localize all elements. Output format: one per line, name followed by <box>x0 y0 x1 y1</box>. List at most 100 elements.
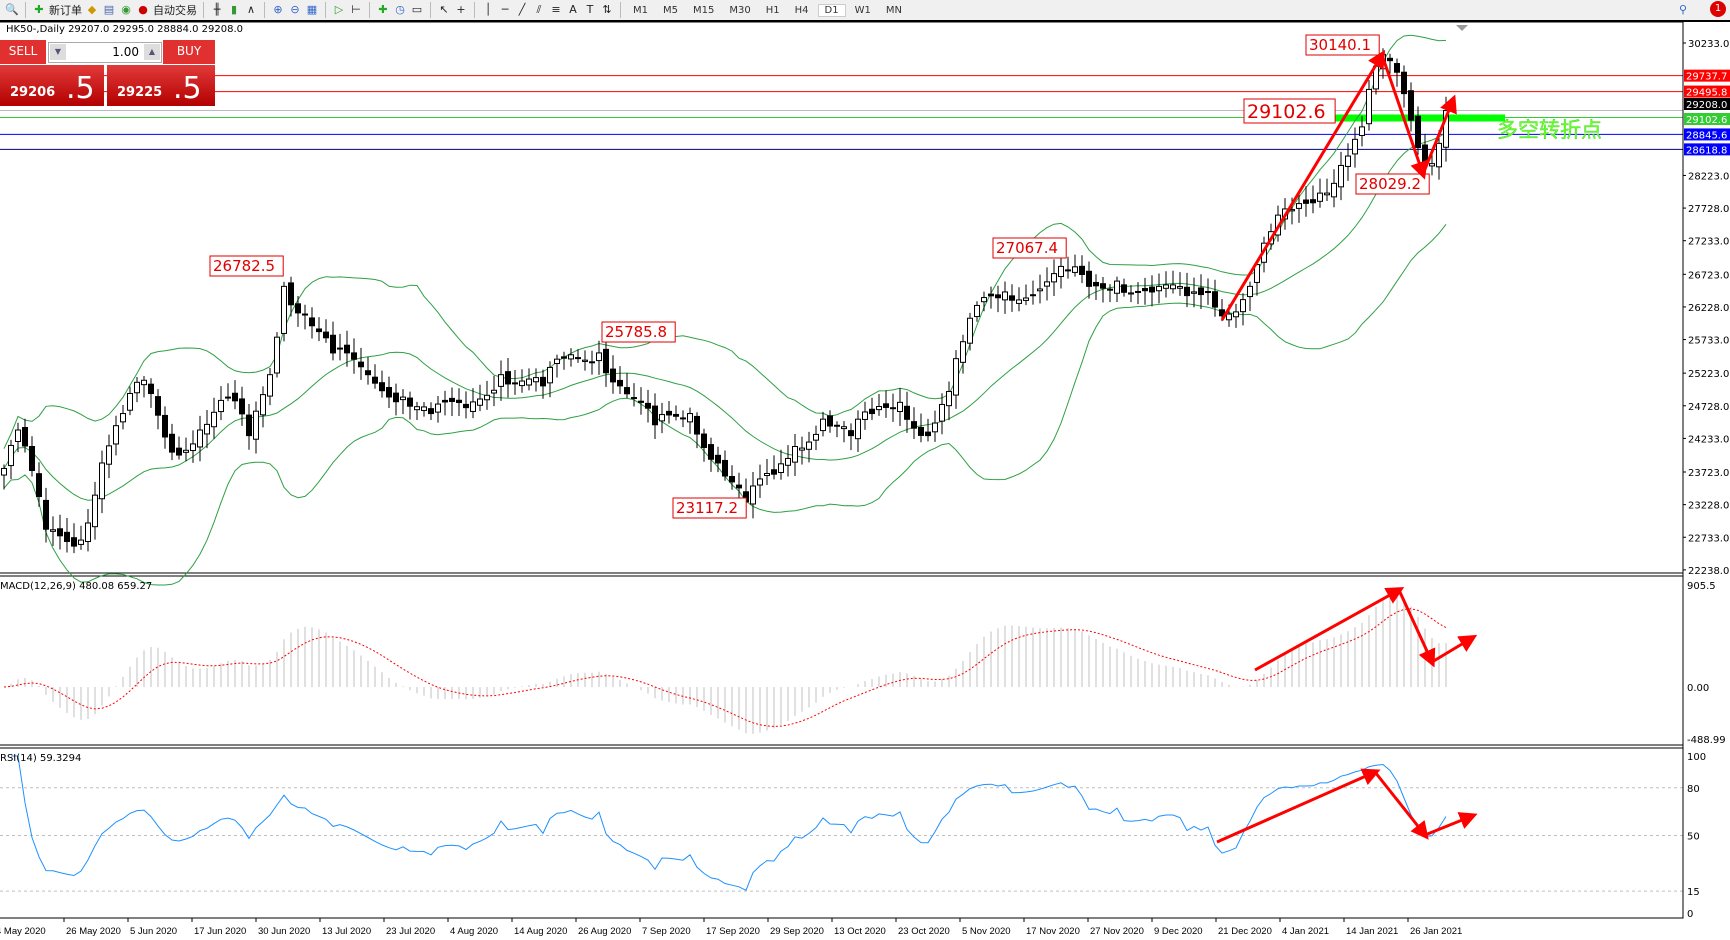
zoom-window-icon[interactable]: 🔍 <box>5 3 19 16</box>
candle-body <box>400 396 406 401</box>
horizontal-line-icon[interactable]: ─ <box>501 3 509 16</box>
price-tick-label: 24233.0 <box>1688 434 1729 445</box>
date-tick-label: 26 Jan 2021 <box>1410 926 1462 937</box>
timeframe-h4[interactable]: H4 <box>794 4 809 16</box>
arrows-icon[interactable]: ⇅ <box>602 3 612 16</box>
sell-price: 29206 <box>10 85 56 100</box>
trendline-icon[interactable]: ╱ <box>518 3 526 16</box>
text-icon[interactable]: A <box>569 3 577 16</box>
divider <box>474 2 475 18</box>
price-tick-label: 27233.0 <box>1688 237 1729 248</box>
sell-price-button[interactable]: 29206 .5 <box>0 65 104 106</box>
equidistant-channel-icon[interactable]: ⫽ <box>536 3 542 16</box>
search-icon[interactable]: ⚲ <box>1678 3 1688 16</box>
candle-body <box>148 383 154 395</box>
notification-badge[interactable]: 1 <box>1710 1 1726 17</box>
candle-body <box>911 421 917 429</box>
timeframe-m1[interactable]: M1 <box>633 4 648 16</box>
candle-body <box>925 431 931 437</box>
timeframe-d1[interactable]: D1 <box>817 3 846 17</box>
signals-icon[interactable]: ◉ <box>121 3 131 16</box>
date-tick-label: 5 Nov 2020 <box>962 926 1011 937</box>
candle-body <box>1002 291 1008 301</box>
candle-body <box>78 539 84 545</box>
sell-button[interactable]: SELL <box>0 40 46 64</box>
buy-price-button[interactable]: 29225 .5 <box>107 65 215 106</box>
lot-decrease-icon[interactable]: ▼ <box>50 44 66 60</box>
buy-button[interactable]: BUY <box>163 40 215 64</box>
candle-body <box>64 531 70 542</box>
terminal-icon[interactable]: ▤ <box>103 3 115 16</box>
periods-icon[interactable]: ◷ <box>395 3 405 16</box>
candle-body <box>757 478 763 486</box>
price-label-box <box>1305 34 1380 56</box>
candlestick-icon[interactable]: ▮ <box>230 3 238 16</box>
candle-body <box>666 410 672 416</box>
zoom-out-icon[interactable]: ⊖ <box>290 3 300 16</box>
vertical-line-icon[interactable]: │ <box>484 3 492 16</box>
candle-body <box>1093 281 1099 287</box>
indicators-icon[interactable]: ✚ <box>378 3 388 16</box>
timeframe-h1[interactable]: H1 <box>765 4 780 16</box>
price-label-box <box>601 321 676 343</box>
line-chart-icon[interactable]: ∧ <box>246 3 256 16</box>
candle-body <box>1191 291 1197 294</box>
meta-editor-icon[interactable]: ◆ <box>87 3 97 16</box>
divider <box>203 2 204 18</box>
candle-body <box>260 394 266 416</box>
candle-body <box>99 462 105 500</box>
candle-body <box>302 313 308 316</box>
templates-icon[interactable]: ▭ <box>411 3 423 16</box>
timeframe-m5[interactable]: M5 <box>663 4 678 16</box>
candle-body <box>1436 142 1442 168</box>
date-tick-label: 29 Sep 2020 <box>770 926 824 937</box>
timeframe-m30[interactable]: M30 <box>729 4 751 16</box>
candle-body <box>442 399 448 403</box>
candle-body <box>1135 290 1141 293</box>
auto-trading-button[interactable]: 自动交易 <box>153 4 197 17</box>
candle-body <box>449 397 455 402</box>
cursor-icon[interactable]: ↖ <box>439 3 449 16</box>
candle-body <box>1387 57 1393 62</box>
candle-body <box>722 459 728 477</box>
candle-body <box>393 392 399 403</box>
candle-body <box>1121 284 1127 293</box>
candle-body <box>806 441 812 450</box>
timeframe-m15[interactable]: M15 <box>693 4 715 16</box>
one-click-trading-panel: SELL ▼ 1.00 ▲ BUY 29206 .5 29225 .5 <box>0 40 215 106</box>
candle-body <box>141 379 147 386</box>
candle-body <box>1226 313 1232 321</box>
candle-body <box>253 410 259 440</box>
new-order-icon[interactable]: ✚ <box>34 3 44 16</box>
level-price-label: 29495.8 <box>1686 88 1727 99</box>
candle-body <box>1058 265 1064 278</box>
bar-chart-icon[interactable]: ╫ <box>213 3 221 16</box>
crosshair-icon[interactable]: + <box>456 3 466 16</box>
chart-shift-icon[interactable]: ⊢ <box>351 3 361 16</box>
candle-body <box>407 397 413 407</box>
candle-body <box>701 433 707 448</box>
auto-trading-icon[interactable]: ● <box>138 3 148 16</box>
candle-body <box>29 446 35 471</box>
divider <box>620 2 621 18</box>
text-label-icon[interactable]: T <box>586 3 594 16</box>
auto-scroll-icon[interactable]: ▷ <box>334 3 344 16</box>
candle-body <box>729 476 735 483</box>
zoom-in-icon[interactable]: ⊕ <box>273 3 283 16</box>
tile-windows-icon[interactable]: ▦ <box>306 3 318 16</box>
candle-body <box>1030 294 1036 297</box>
fibonacci-icon[interactable]: ≡ <box>551 3 561 16</box>
date-tick-label: 26 May 2020 <box>66 926 121 937</box>
candle-body <box>897 401 903 413</box>
level-price-label: 28618.8 <box>1686 145 1727 156</box>
candle-body <box>638 400 644 403</box>
rsi-arrow-segment <box>1216 768 1381 844</box>
timeframe-mn[interactable]: MN <box>885 4 902 16</box>
candle-body <box>1086 270 1092 287</box>
lot-size-input[interactable]: ▼ 1.00 ▲ <box>48 42 162 63</box>
new-order-button[interactable]: 新订单 <box>49 4 82 17</box>
timeframe-w1[interactable]: W1 <box>854 4 871 16</box>
lot-increase-icon[interactable]: ▲ <box>144 44 160 60</box>
candle-body <box>540 376 546 387</box>
